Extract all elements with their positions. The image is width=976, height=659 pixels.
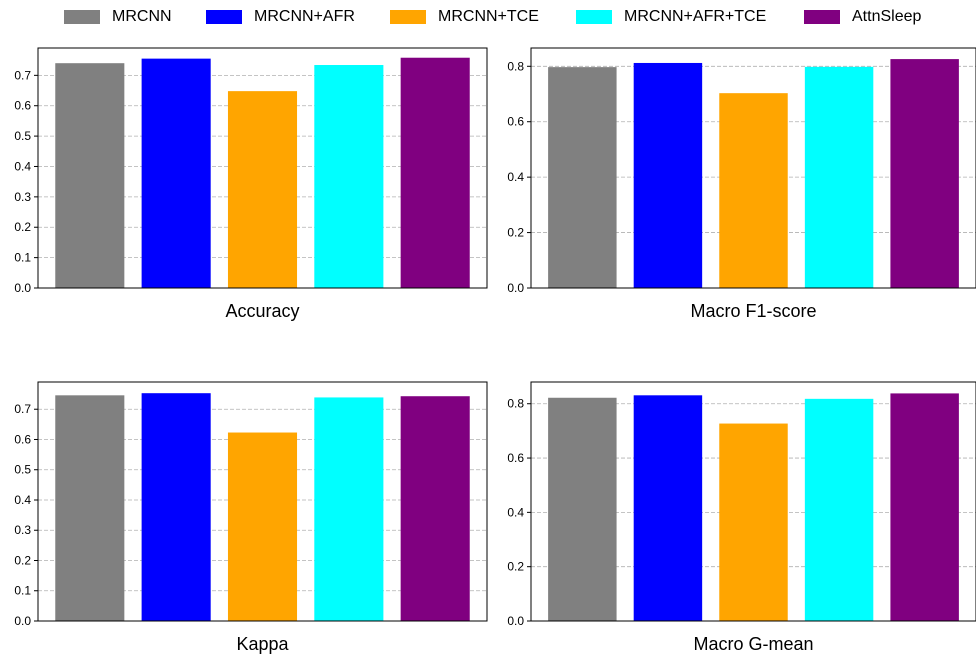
macro-f1-score-ytick-label-3: 0.6 — [507, 115, 524, 129]
macro-g-mean-bar-mrcnn-afr-tce — [804, 398, 874, 621]
kappa-ytick-label-3: 0.3 — [14, 523, 31, 537]
kappa-title: Kappa — [236, 634, 289, 654]
macro-f1-score-bar-attnsleep — [890, 59, 959, 288]
accuracy-bar-mrcnn — [55, 63, 125, 288]
chart-legend: MRCNN MRCNN+AFR MRCNN+TCE MRCNN+AFR+TCE … — [0, 0, 976, 36]
macro-f1-score-bar-mrcnn-afr-tce — [804, 66, 874, 288]
legend-item-mrcnn-tce: MRCNN+TCE — [390, 8, 539, 26]
accuracy-ytick-label-7: 0.7 — [14, 68, 31, 82]
kappa-ytick-label-5: 0.5 — [14, 463, 31, 477]
accuracy-ytick-label-5: 0.5 — [14, 129, 31, 143]
legend-swatch-attnsleep — [804, 10, 840, 24]
macro-g-mean-bar-mrcnn-afr — [633, 395, 703, 621]
accuracy-ytick-label-1: 0.1 — [14, 251, 31, 265]
legend-label-attnsleep: AttnSleep — [852, 8, 922, 25]
accuracy-ytick-label-4: 0.4 — [14, 159, 31, 173]
legend-swatch-mrcnn-afr-tce — [576, 10, 612, 24]
macro-f1-score-ytick-label-1: 0.2 — [507, 226, 524, 240]
kappa-bar-attnsleep — [400, 396, 470, 621]
kappa-axes-frame — [37, 381, 488, 622]
macro-f1-score-title: Macro F1-score — [690, 301, 816, 321]
legend-swatch-mrcnn — [64, 10, 100, 24]
accuracy-ytick-label-3: 0.3 — [14, 190, 31, 204]
macro-f1-score-axes-frame — [530, 47, 976, 289]
macro-g-mean-bar-attnsleep — [890, 393, 959, 621]
macro-f1-score-ytick-label-0: 0.0 — [507, 281, 524, 295]
macro-g-mean-ytick-label-3: 0.6 — [507, 451, 524, 465]
macro-f1-score-bar-mrcnn-tce — [719, 93, 788, 288]
legend-label-mrcnn-afr: MRCNN+AFR — [254, 8, 355, 25]
kappa-bar-mrcnn — [55, 395, 125, 621]
legend-label-mrcnn-afr-tce: MRCNN+AFR+TCE — [624, 8, 767, 25]
kappa-ytick-label-0: 0.0 — [14, 614, 31, 628]
accuracy-bar-attnsleep — [400, 57, 470, 288]
kappa-bar-mrcnn-tce — [227, 432, 298, 621]
kappa-ytick-label-1: 0.1 — [14, 584, 31, 598]
macro-g-mean-title: Macro G-mean — [693, 634, 813, 654]
accuracy-axes-frame — [37, 47, 488, 289]
accuracy-bar-mrcnn-tce — [227, 91, 298, 288]
accuracy-ytick-label-0: 0.0 — [14, 281, 31, 295]
accuracy-bar-mrcnn-afr-tce — [314, 65, 384, 288]
legend-item-attnsleep: AttnSleep — [804, 8, 921, 26]
legend-label-mrcnn-tce: MRCNN+TCE — [438, 8, 539, 25]
kappa-bar-mrcnn-afr — [141, 393, 211, 621]
macro-f1-score-ytick-label-4: 0.8 — [507, 59, 524, 73]
macro-f1-score-bar-mrcnn — [548, 67, 617, 288]
macro-g-mean-axes-frame — [530, 381, 976, 622]
macro-g-mean-ytick-label-4: 0.8 — [507, 397, 524, 411]
legend-swatch-mrcnn-tce — [390, 10, 426, 24]
macro-g-mean-ytick-label-1: 0.2 — [507, 560, 524, 574]
macro-f1-score-bar-mrcnn-afr — [633, 62, 703, 288]
accuracy-ytick-label-6: 0.6 — [14, 99, 31, 113]
legend-item-mrcnn-afr: MRCNN+AFR — [206, 8, 355, 26]
macro-g-mean-bar-mrcnn — [548, 397, 617, 621]
legend-swatch-mrcnn-afr — [206, 10, 242, 24]
accuracy-ytick-label-2: 0.2 — [14, 220, 31, 234]
legend-label-mrcnn: MRCNN — [112, 8, 172, 25]
legend-item-mrcnn: MRCNN — [64, 8, 172, 26]
macro-g-mean-bar-mrcnn-tce — [719, 423, 788, 621]
kappa-ytick-label-4: 0.4 — [14, 493, 31, 507]
legend-item-mrcnn-afr-tce: MRCNN+AFR+TCE — [576, 8, 766, 26]
kappa-ytick-label-2: 0.2 — [14, 553, 31, 567]
kappa-ytick-label-7: 0.7 — [14, 402, 31, 416]
macro-g-mean-ytick-label-2: 0.4 — [507, 505, 524, 519]
macro-f1-score-ytick-label-2: 0.4 — [507, 170, 524, 184]
accuracy-bar-mrcnn-afr — [141, 58, 211, 289]
accuracy-title: Accuracy — [225, 301, 299, 321]
macro-g-mean-ytick-label-0: 0.0 — [507, 614, 524, 628]
kappa-bar-mrcnn-afr-tce — [314, 397, 384, 621]
kappa-ytick-label-6: 0.6 — [14, 432, 31, 446]
